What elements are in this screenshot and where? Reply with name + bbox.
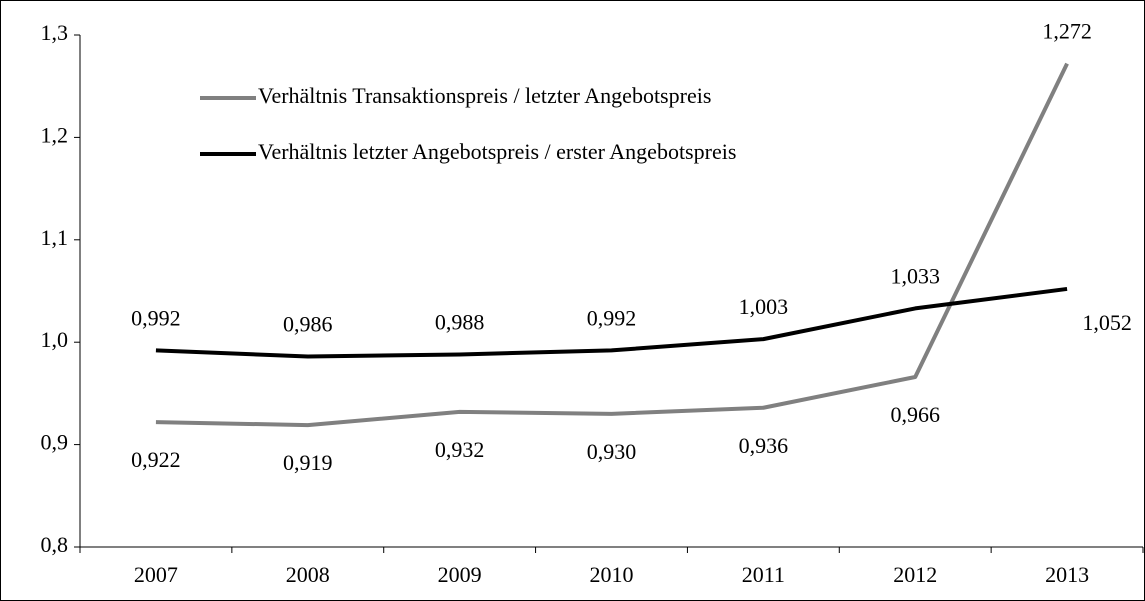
data-label: 0,930: [587, 439, 637, 464]
data-label: 0,922: [131, 447, 181, 472]
y-tick-label: 0,8: [41, 532, 69, 557]
x-tick-label: 2010: [590, 562, 634, 587]
x-tick-label: 2011: [742, 562, 785, 587]
y-tick-label: 1,0: [41, 327, 69, 352]
data-label: 0,919: [283, 450, 333, 475]
data-label: 0,992: [131, 305, 181, 330]
data-label: 1,003: [739, 294, 789, 319]
x-tick-label: 2009: [438, 562, 482, 587]
data-label: 1,052: [1082, 310, 1132, 335]
data-label: 0,992: [587, 305, 637, 330]
y-tick-label: 0,9: [41, 430, 69, 455]
series-line: [155, 286, 1068, 359]
data-label: 0,988: [435, 310, 485, 335]
y-tick-label: 1,2: [41, 122, 69, 147]
legend-label: Verhältnis letzter Angebotspreis / erste…: [258, 139, 736, 164]
y-tick-label: 1,1: [41, 225, 69, 250]
x-tick-label: 2013: [1045, 562, 1089, 587]
x-tick-label: 2008: [286, 562, 330, 587]
data-label: 0,986: [283, 312, 333, 337]
x-tick-label: 2012: [893, 562, 937, 587]
legend-label: Verhältnis Transaktionspreis / letzter A…: [258, 83, 711, 108]
series-line: [155, 62, 1069, 428]
data-label: 1,033: [890, 263, 940, 288]
data-label: 1,272: [1042, 19, 1092, 44]
data-label: 0,932: [435, 437, 485, 462]
data-label: 0,936: [739, 433, 789, 458]
x-tick-label: 2007: [134, 562, 178, 587]
y-tick-label: 1,3: [41, 20, 69, 45]
data-label: 0,966: [890, 402, 940, 427]
